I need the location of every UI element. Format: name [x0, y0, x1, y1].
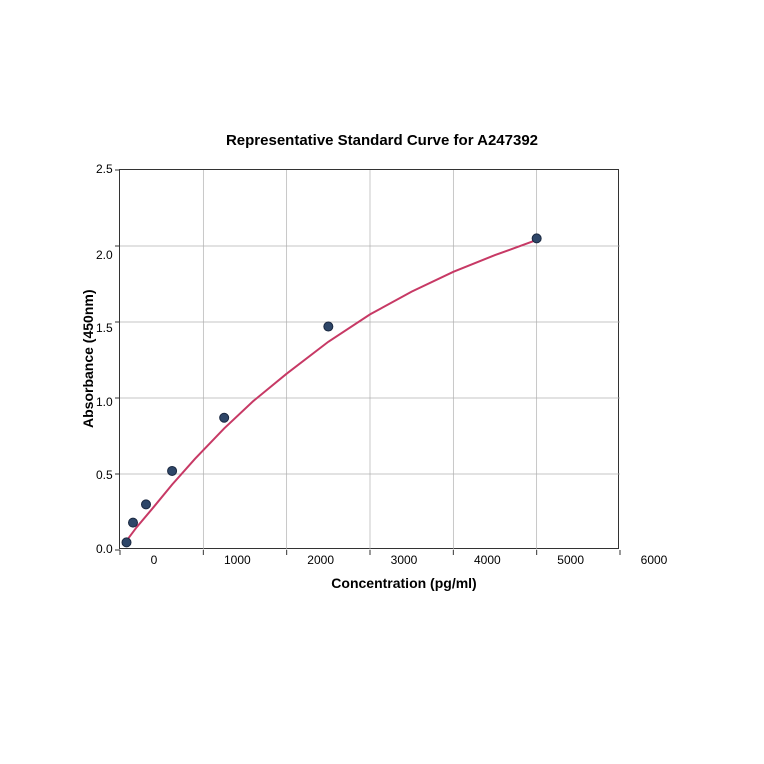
chart-title: Representative Standard Curve for A24739…: [72, 132, 692, 149]
x-axis-label: Concentration (pg/ml): [154, 575, 654, 591]
chart-container: Representative Standard Curve for A24739…: [72, 132, 692, 632]
y-tick: 0.5: [96, 469, 113, 481]
plot-wrapper: Absorbance (450nm) 2.5 2.0 1.5 1.0 0.5 0…: [72, 169, 692, 549]
data-point-marker: [141, 500, 150, 509]
x-ticks-container: 0100020003000400050006000: [154, 549, 654, 569]
y-tick: 1.5: [96, 322, 113, 334]
x-tick: 5000: [557, 553, 584, 567]
x-axis-container: 0100020003000400050006000 Concentration …: [154, 549, 654, 591]
data-point-marker: [128, 518, 137, 527]
data-point-marker: [219, 413, 228, 422]
data-point-marker: [122, 538, 131, 547]
x-tick: 3000: [391, 553, 418, 567]
chart-svg: [120, 170, 618, 548]
x-tick: 1000: [224, 553, 251, 567]
y-tick: 1.0: [96, 396, 113, 408]
y-axis-label: Absorbance (450nm): [72, 169, 96, 549]
y-ticks-container: 2.5 2.0 1.5 1.0 0.5 0.0: [96, 169, 119, 549]
plot-area: [119, 169, 619, 549]
x-tick: 2000: [307, 553, 334, 567]
data-point-marker: [167, 466, 176, 475]
data-point-marker: [532, 234, 541, 243]
y-tick: 0.0: [96, 543, 113, 555]
x-tick: 6000: [641, 553, 668, 567]
fitted-curve: [124, 240, 536, 544]
data-point-marker: [324, 322, 333, 331]
x-tick: 0: [151, 553, 158, 567]
x-tick: 4000: [474, 553, 501, 567]
y-tick: 2.0: [96, 249, 113, 261]
y-tick: 2.5: [96, 163, 113, 175]
